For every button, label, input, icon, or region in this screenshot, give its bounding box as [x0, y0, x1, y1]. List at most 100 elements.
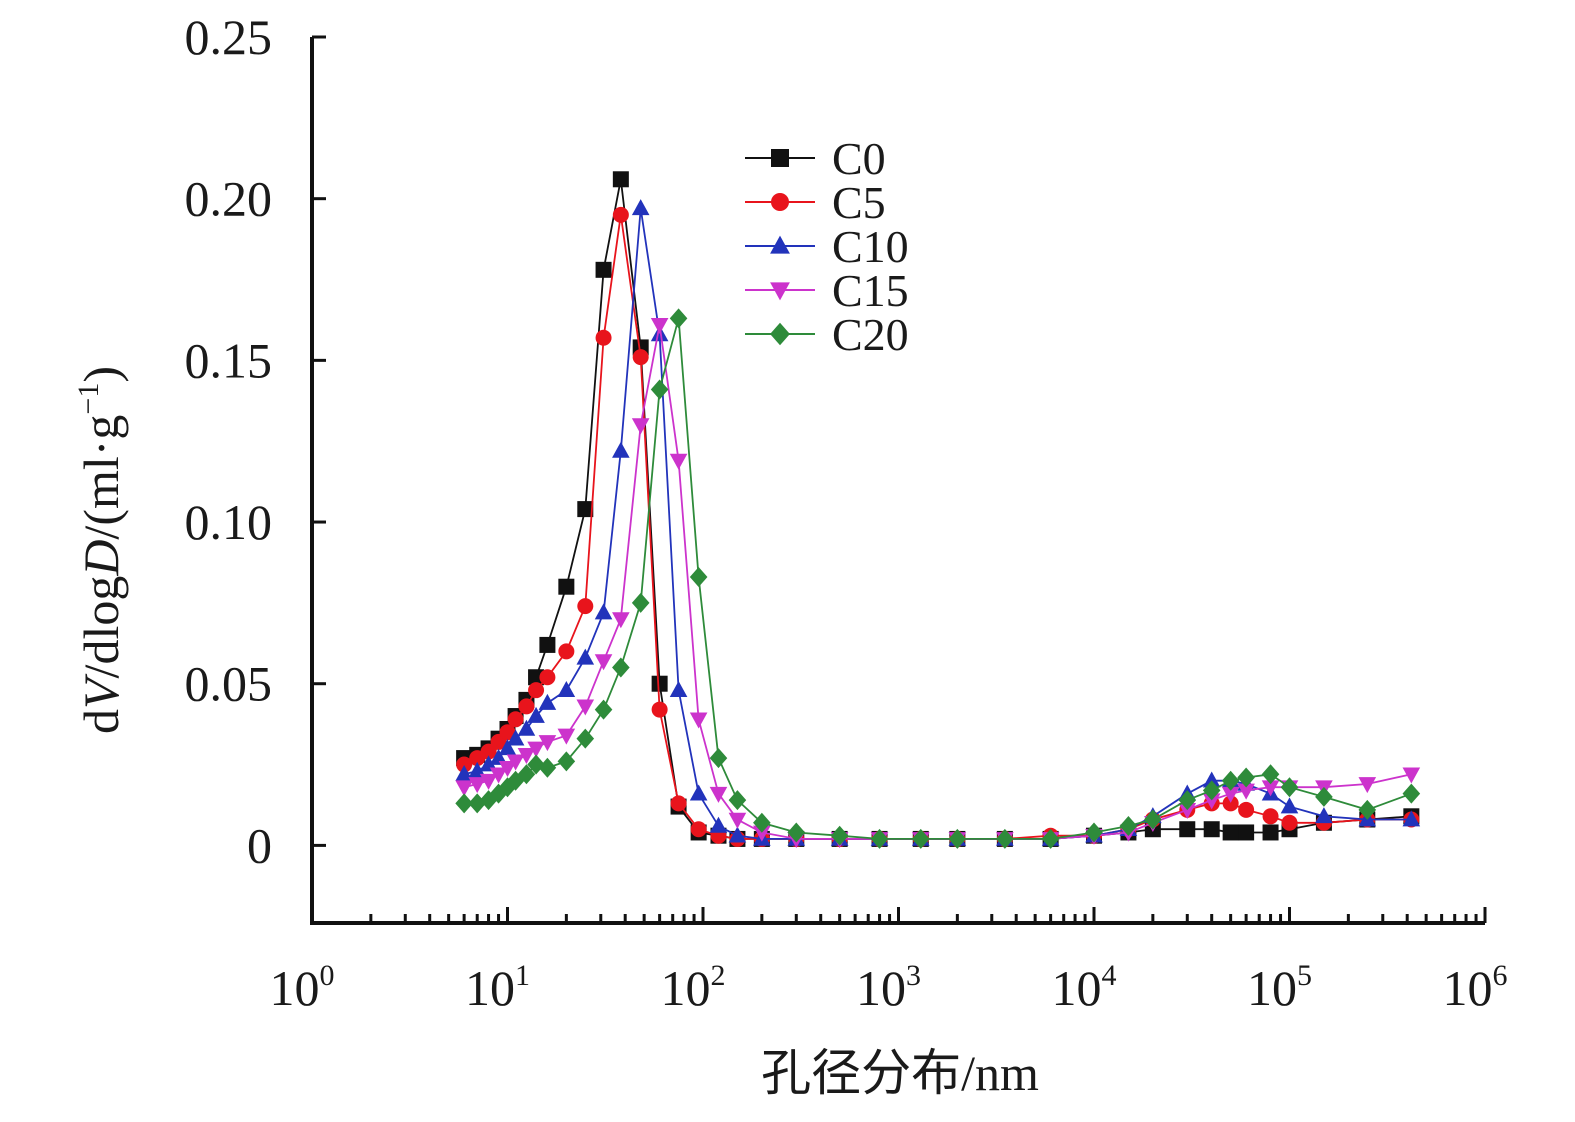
data-point [651, 675, 668, 692]
series-c10 [455, 199, 1421, 846]
data-point [1280, 797, 1299, 814]
legend-label: C10 [832, 221, 909, 272]
legend-marker [771, 193, 789, 211]
data-point [538, 735, 557, 752]
data-point [689, 567, 708, 588]
y-tick-label: 0.20 [185, 171, 273, 227]
data-point [1237, 783, 1255, 800]
data-point [557, 680, 576, 697]
legend-item-c5: C5 [745, 177, 886, 228]
data-point [1262, 808, 1279, 825]
data-point [594, 603, 613, 620]
data-point [517, 719, 536, 736]
data-point [1261, 764, 1280, 785]
data-point [669, 308, 688, 329]
data-point [1222, 795, 1239, 812]
data-point [527, 741, 545, 758]
legend-label: C15 [832, 265, 909, 316]
x-tick-label: 102 [661, 959, 726, 1016]
data-point [612, 171, 629, 188]
series-line [463, 214, 1412, 840]
data-point [1280, 777, 1299, 798]
data-point [498, 739, 517, 756]
data-point [558, 578, 575, 595]
data-point [670, 795, 687, 812]
legend-label: C5 [832, 177, 886, 228]
data-point [557, 728, 576, 745]
legend-label: C0 [832, 133, 886, 184]
data-point [650, 317, 669, 334]
data-point [489, 748, 508, 765]
data-point [528, 669, 545, 686]
series-line [463, 179, 1412, 840]
data-point [498, 760, 517, 777]
data-point [499, 724, 516, 741]
data-point [1202, 771, 1221, 788]
data-point [1358, 777, 1377, 794]
series-c0 [456, 171, 1420, 847]
data-point [1221, 786, 1240, 803]
data-point [455, 780, 473, 797]
legend-marker [771, 149, 789, 167]
data-point [1358, 799, 1377, 820]
data-point [1315, 807, 1333, 824]
legend-marker [770, 282, 790, 301]
x-tick-label: 105 [1247, 959, 1312, 1016]
data-point [557, 751, 576, 772]
data-point [1402, 783, 1421, 804]
data-point [506, 729, 525, 746]
data-point [595, 329, 612, 346]
legend-item-c10: C10 [745, 221, 909, 272]
data-point [787, 822, 806, 843]
data-point [539, 636, 556, 653]
data-point [1221, 770, 1240, 791]
data-point [538, 757, 557, 778]
data-point [517, 764, 536, 785]
data-point [455, 793, 473, 814]
data-point [612, 206, 629, 223]
data-point [669, 680, 688, 697]
data-point [576, 648, 595, 665]
data-series [455, 171, 1421, 849]
data-point [1402, 810, 1421, 827]
data-point [870, 828, 889, 849]
data-point [1119, 815, 1138, 836]
data-point [577, 598, 594, 615]
x-axis-title: 孔径分布/nm [761, 1045, 1039, 1101]
series-line [464, 318, 1412, 840]
legend-item-c0: C0 [745, 133, 886, 184]
data-point [650, 379, 669, 400]
data-point [489, 767, 508, 784]
data-point [709, 816, 728, 833]
data-point [1315, 786, 1333, 807]
data-point [455, 765, 473, 782]
data-point [911, 828, 930, 849]
data-point [507, 711, 524, 728]
data-point [480, 743, 497, 760]
x-tick-label: 106 [1443, 959, 1508, 1016]
data-point [632, 349, 649, 366]
data-point [1085, 822, 1103, 843]
data-point [753, 825, 771, 842]
data-point [1402, 767, 1421, 784]
data-point [479, 773, 498, 790]
data-point [468, 761, 487, 778]
data-point [558, 643, 575, 660]
data-point [753, 812, 771, 833]
data-point [1202, 780, 1221, 801]
y-tick-label: 0.05 [185, 656, 273, 712]
data-point [595, 261, 612, 278]
data-point [996, 828, 1014, 849]
data-point [576, 699, 595, 716]
data-point [612, 441, 630, 458]
data-point [518, 698, 535, 715]
legend-item-c20: C20 [745, 309, 909, 360]
data-point [1261, 780, 1280, 797]
data-point [468, 777, 487, 794]
x-tick-label: 103 [856, 959, 921, 1016]
data-point [728, 790, 747, 811]
data-point [1237, 767, 1255, 788]
legend-marker [770, 322, 790, 346]
